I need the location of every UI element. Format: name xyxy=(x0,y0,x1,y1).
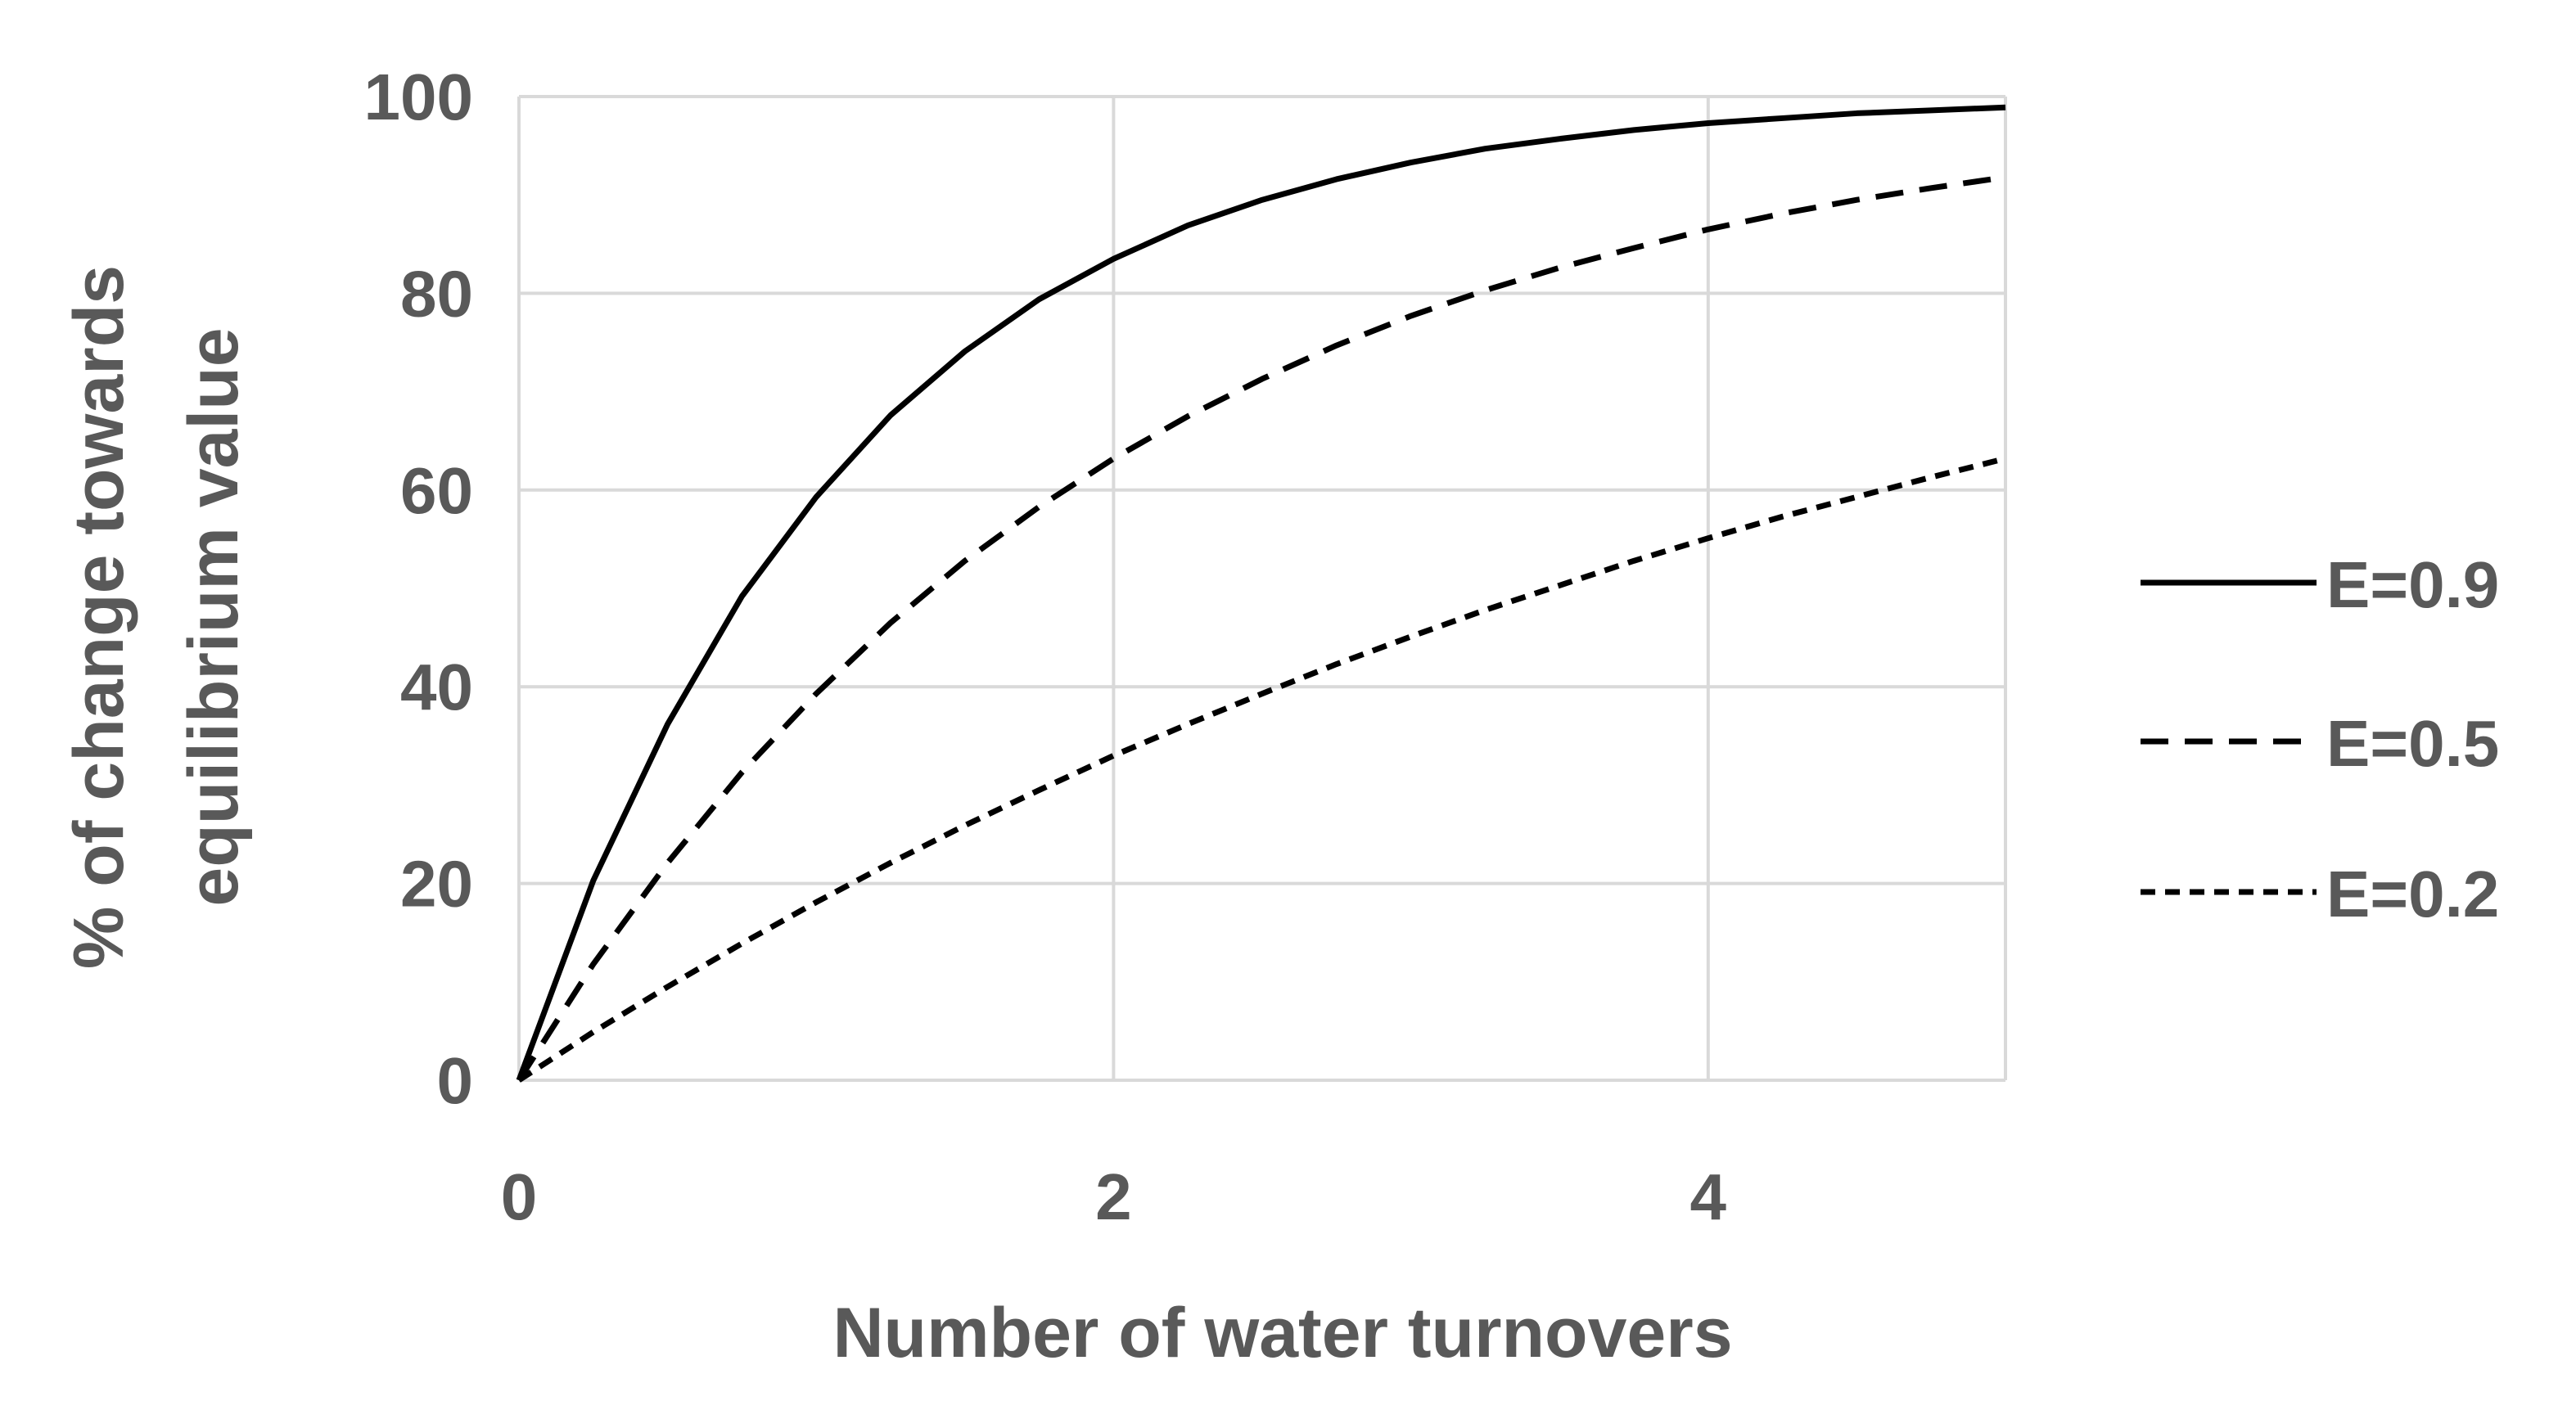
series-line-e-0-5 xyxy=(517,174,2006,1082)
series-line-e-0-9 xyxy=(516,104,2006,1082)
legend: E=0.9 E=0.5 E=0.2 xyxy=(2141,548,2499,930)
series-layer xyxy=(516,104,2006,1083)
y-axis-title: % of change towards equilibrium value xyxy=(60,265,253,969)
x-axis-ticks: 0 2 4 xyxy=(501,1160,1727,1233)
y-axis-ticks: 0 20 40 60 80 100 xyxy=(364,61,473,1117)
y-tick-label: 60 xyxy=(400,454,473,527)
y-tick-label: 20 xyxy=(400,848,473,921)
y-axis-title-line-1: % of change towards xyxy=(60,265,138,969)
y-axis-title-line-2: equilibrium value xyxy=(174,327,253,906)
legend-label: E=0.5 xyxy=(2326,707,2499,780)
x-tick-label: 4 xyxy=(1690,1160,1727,1233)
legend-label: E=0.2 xyxy=(2326,858,2499,930)
x-axis-title: Number of water turnovers xyxy=(832,1294,1732,1372)
grid-layer xyxy=(517,95,2007,1082)
y-tick-label: 40 xyxy=(400,651,473,723)
y-tick-label: 0 xyxy=(437,1044,474,1117)
y-tick-label: 100 xyxy=(364,61,473,133)
legend-label: E=0.9 xyxy=(2326,548,2499,621)
series-line-e-0-2 xyxy=(517,455,2006,1083)
x-tick-label: 2 xyxy=(1095,1160,1132,1233)
y-tick-label: 80 xyxy=(400,257,473,330)
x-tick-label: 0 xyxy=(501,1160,538,1233)
